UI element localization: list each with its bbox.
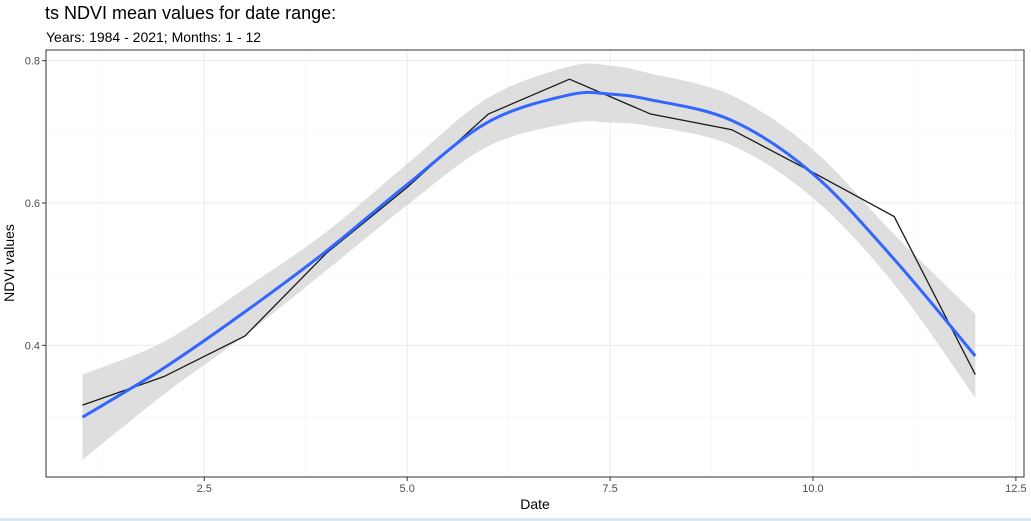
x-tick-label: 5.0 xyxy=(400,483,415,495)
x-tick-label: 12.5 xyxy=(1005,483,1026,495)
x-axis-label: Date xyxy=(520,496,550,512)
window-bottom-edge xyxy=(0,518,1031,521)
x-tick-label: 7.5 xyxy=(602,483,617,495)
plot-border xyxy=(45,49,1025,478)
y-tick-label: 0.4 xyxy=(25,340,40,352)
y-axis-label: NDVI values xyxy=(1,224,17,302)
minor-gridlines xyxy=(46,50,1024,477)
observed-series-line xyxy=(82,78,976,406)
smoothed-trend-line xyxy=(81,90,977,419)
x-tick-label: 2.5 xyxy=(197,483,212,495)
chart-title: ts NDVI mean values for date range: xyxy=(45,3,337,23)
chart-subtitle: Years: 1984 - 2021; Months: 1 - 12 xyxy=(46,29,262,45)
y-axis-ticks: 0.4 0.6 0.8 xyxy=(25,56,46,352)
x-axis-ticks: 2.5 5.0 7.5 10.0 12.5 xyxy=(197,477,1027,495)
y-tick-label: 0.8 xyxy=(25,56,40,68)
y-tick-label: 0.6 xyxy=(25,198,40,210)
x-tick-label: 10.0 xyxy=(802,483,823,495)
